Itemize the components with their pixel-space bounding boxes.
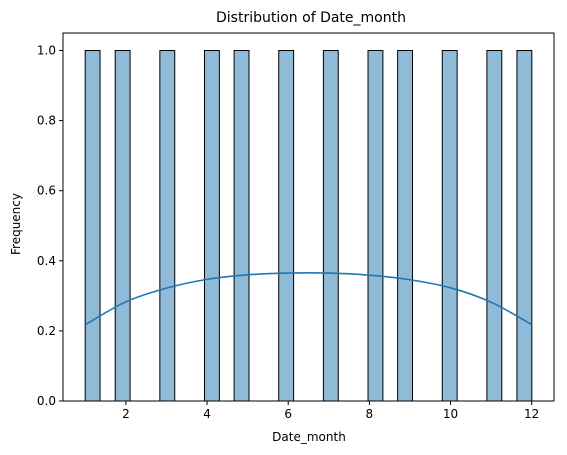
- ticks-layer: 2 4 6 8 10 12 0.0 0.2 0.4 0.6 0.8 1.0: [37, 44, 539, 421]
- bars-layer: [84, 50, 533, 402]
- x-axis-label: Date_month: [272, 430, 346, 444]
- y-tick-label-2: 0.4: [37, 254, 56, 268]
- kde-curve: [84, 272, 533, 326]
- x-tick-label-12: 12: [524, 407, 539, 421]
- histogram-bar-6: [278, 50, 295, 402]
- histogram-bar-2: [114, 50, 131, 402]
- histogram-bar-7: [322, 50, 339, 402]
- histogram-bar-9: [397, 50, 414, 402]
- x-tick-label-10: 10: [443, 407, 458, 421]
- y-tick-label-4: 0.8: [37, 114, 56, 128]
- histogram-bar-11: [486, 50, 503, 402]
- histogram-bar-8: [367, 50, 384, 402]
- histogram-bar-4: [203, 50, 220, 402]
- y-axis-label: Frequency: [9, 193, 23, 255]
- y-tick-label-3: 0.6: [37, 184, 56, 198]
- histogram-bar-5: [233, 50, 250, 402]
- histogram-bar-12: [516, 50, 533, 402]
- y-tick-label-1: 0.2: [37, 324, 56, 338]
- histogram-bar-10: [441, 50, 458, 402]
- kde-layer: [84, 272, 533, 326]
- histogram-bar-1: [84, 50, 101, 402]
- chart-title: Distribution of Date_month: [216, 10, 406, 26]
- axes-layer: [62, 32, 555, 402]
- x-tick-label-4: 4: [203, 407, 211, 421]
- plot-frame: [62, 32, 555, 402]
- x-tick-label-8: 8: [366, 407, 374, 421]
- x-tick-label-2: 2: [122, 407, 130, 421]
- y-tick-label-0: 0.0: [37, 394, 56, 408]
- x-tick-label-6: 6: [284, 407, 292, 421]
- y-tick-label-5: 1.0: [37, 44, 56, 58]
- histogram-bar-3: [159, 50, 176, 402]
